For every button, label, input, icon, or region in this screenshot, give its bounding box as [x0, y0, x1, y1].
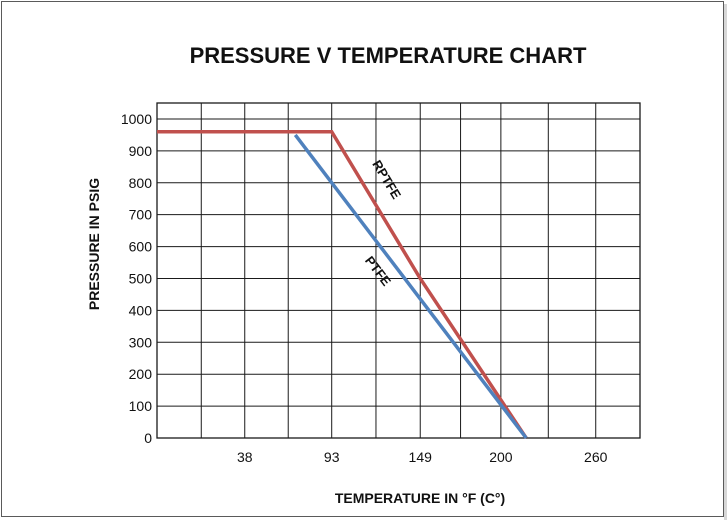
y-tick-label: 700	[129, 207, 153, 223]
series-line-ptfe	[293, 133, 528, 440]
y-tick-label: 0	[144, 430, 152, 446]
frame-shadow	[724, 4, 727, 520]
plot-series	[157, 129, 528, 440]
y-tick-label: 1000	[121, 111, 152, 127]
y-axis-label: PRESSURE IN PSIG	[86, 178, 102, 310]
x-tick-label: 38	[237, 449, 253, 465]
x-tick-labels: 38 93 149 200 260	[237, 449, 608, 465]
series-line-rptfe	[157, 129, 528, 439]
y-tick-label: 400	[129, 302, 153, 318]
y-tick-label: 800	[129, 175, 153, 191]
x-tick-label: 93	[324, 449, 340, 465]
chart-title: PRESSURE V TEMPERATURE CHART	[190, 43, 587, 68]
x-tick-label: 260	[584, 449, 608, 465]
plot-grid	[156, 102, 641, 439]
y-tick-label: 200	[129, 366, 153, 382]
y-tick-label: 900	[129, 143, 153, 159]
y-tick-label: 100	[129, 398, 153, 414]
series-label-rptfe: RPTFE	[369, 157, 404, 202]
x-tick-label: 149	[409, 449, 433, 465]
x-tick-label: 200	[489, 449, 513, 465]
x-axis-label: TEMPERATURE IN °F (C°)	[335, 490, 505, 506]
y-tick-label: 300	[129, 334, 153, 350]
y-tick-label: 600	[129, 239, 153, 255]
y-tick-label: 500	[129, 270, 153, 286]
